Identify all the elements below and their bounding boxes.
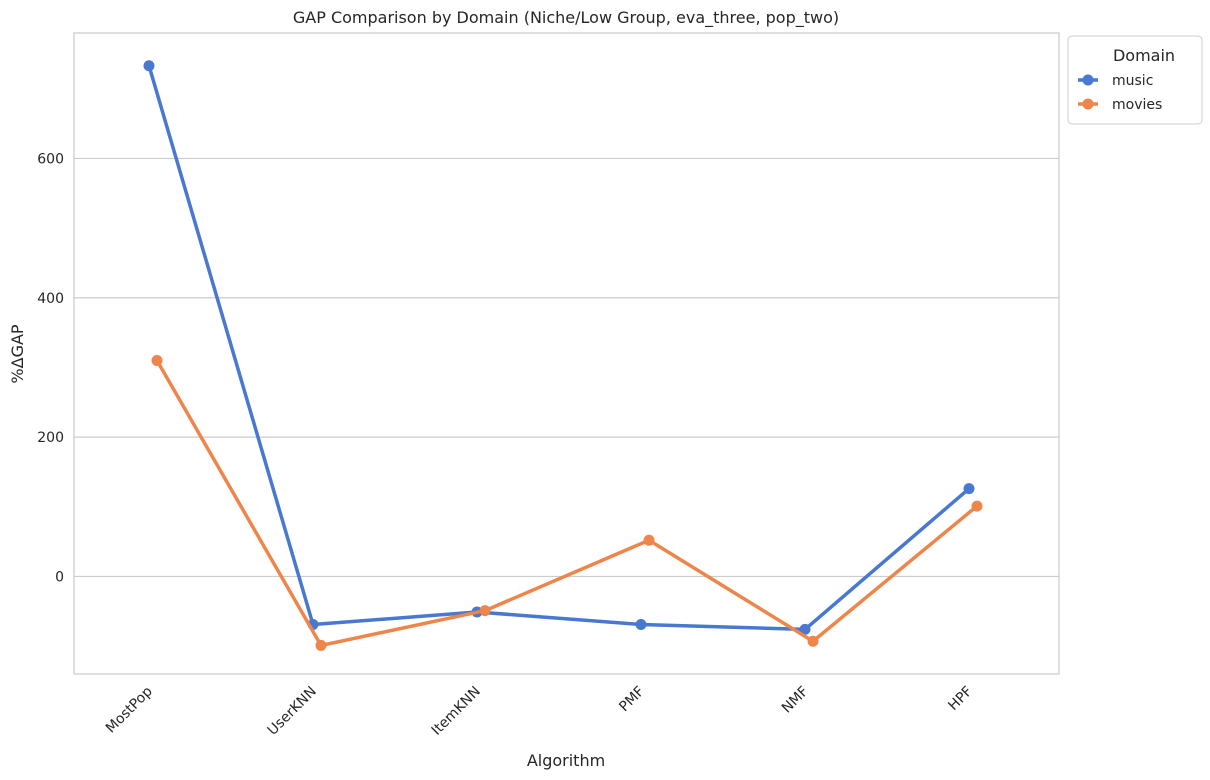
- y-tick-label: 200: [37, 430, 64, 446]
- data-point-movies: [807, 635, 819, 647]
- y-tick-label: 600: [37, 151, 64, 167]
- y-tick-labels: 0 200 400 600: [37, 151, 64, 585]
- legend-box: [1067, 35, 1203, 125]
- legend-marker-movies: [1082, 98, 1094, 110]
- x-tick-label: PMF: [616, 684, 648, 716]
- legend-label-music: music: [1112, 73, 1153, 89]
- series-line-music: [147, 63, 971, 632]
- x-axis-label: Algorithm: [527, 751, 605, 770]
- x-tick-labels: MostPop UserKNN ItemKNN PMF NMF HPF: [103, 683, 976, 738]
- x-tick-label: MostPop: [103, 683, 156, 736]
- plot-area: [73, 32, 1060, 675]
- x-tick-label: NMF: [779, 684, 812, 717]
- x-tick-label: HPF: [945, 684, 975, 714]
- data-point-music: [635, 619, 647, 631]
- x-tick-label: ItemKNN: [429, 684, 484, 739]
- legend-marker-music: [1082, 74, 1094, 86]
- chart-title: GAP Comparison by Domain (Niche/Low Grou…: [293, 8, 839, 28]
- y-axis-label: %ΔGAP: [8, 324, 27, 383]
- legend-label-movies: movies: [1112, 97, 1162, 113]
- y-tick-label: 0: [55, 569, 64, 585]
- series-line-movies: [155, 358, 979, 648]
- data-point-movies: [643, 534, 655, 546]
- data-point-music: [143, 60, 155, 72]
- legend: Domain music movies: [1067, 35, 1203, 125]
- data-point-movies: [479, 605, 491, 617]
- y-tick-label: 400: [37, 291, 64, 307]
- data-point-movies: [971, 500, 983, 512]
- data-point-movies: [315, 639, 327, 651]
- data-point-music: [799, 623, 811, 635]
- legend-title: Domain: [1113, 46, 1175, 65]
- series-layer: [143, 60, 983, 651]
- data-point-music: [963, 483, 975, 495]
- data-point-movies: [151, 354, 163, 366]
- x-tick-label: UserKNN: [265, 684, 320, 739]
